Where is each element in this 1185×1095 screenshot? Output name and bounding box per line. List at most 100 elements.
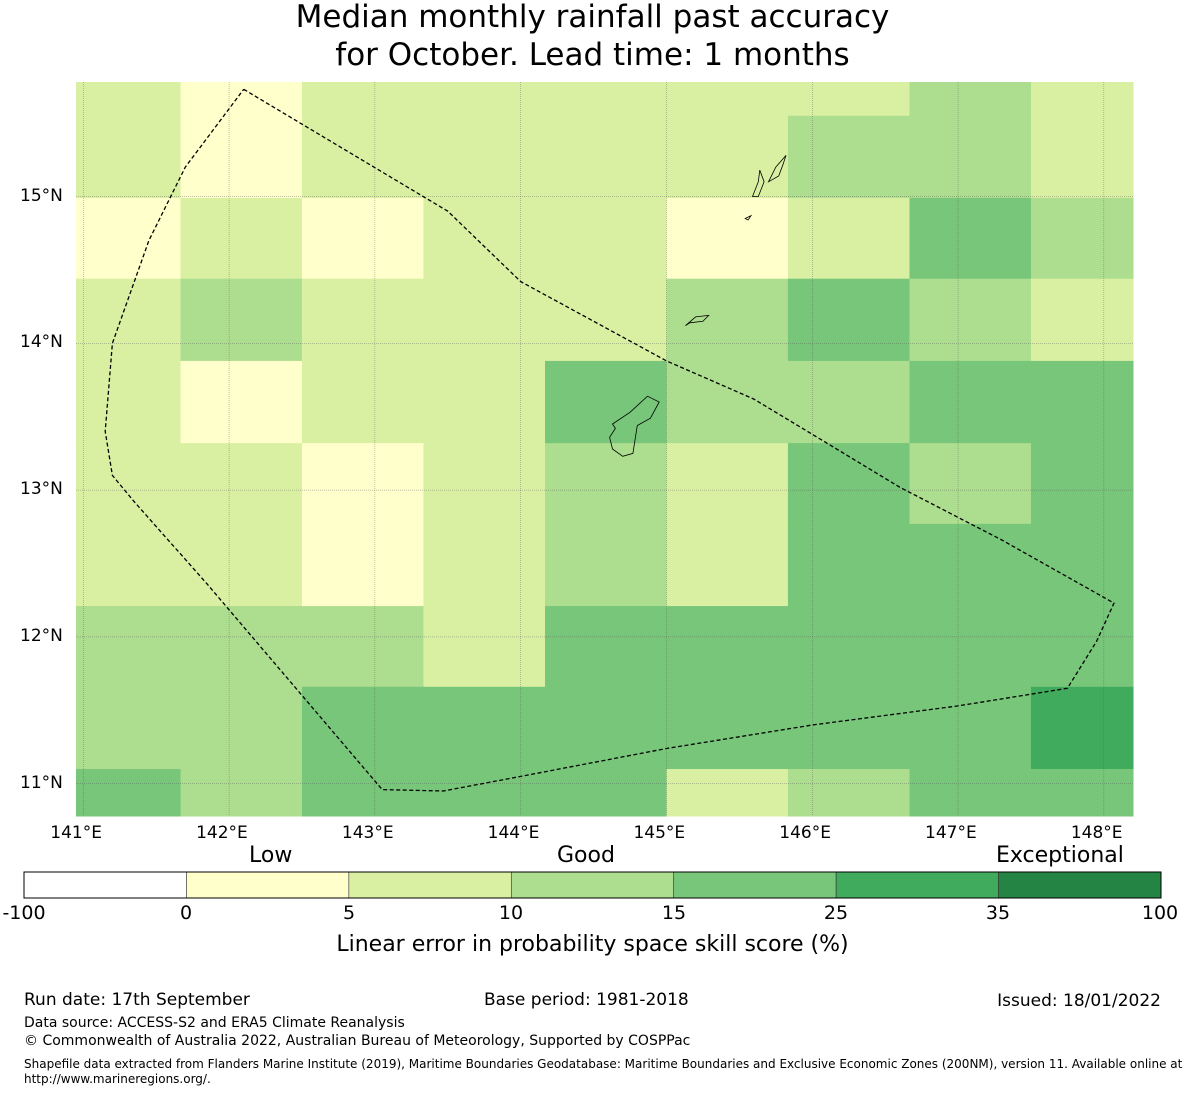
skill-cell [545, 606, 667, 688]
colorbar-tick: 35 [985, 902, 1011, 924]
island-outline [751, 169, 765, 197]
run-date: Run date: 17th September [24, 990, 250, 1010]
y-tick-label: 15°N [20, 185, 63, 206]
y-tick-label: 14°N [20, 332, 63, 353]
copyright: © Commonwealth of Australia 2022, Austra… [24, 1033, 691, 1049]
skill-cell [545, 197, 667, 280]
skill-cell [301, 278, 424, 362]
skill-cell [787, 606, 910, 688]
skill-cell [423, 523, 546, 607]
skill-cell [180, 686, 303, 770]
skill-cell [423, 115, 546, 199]
x-tick-label: 145°E [633, 823, 686, 843]
skill-cell [301, 115, 424, 199]
skill-cell [76, 769, 182, 817]
skill-cell [423, 686, 546, 770]
skill-cell [180, 769, 303, 817]
skill-cell [76, 606, 182, 688]
colorbar-tick: 25 [823, 902, 849, 924]
island-outline [609, 395, 660, 457]
base-period: Base period: 1981-2018 [484, 990, 689, 1010]
colorbar-frame [23, 871, 1162, 899]
skill-cell [787, 197, 910, 280]
skill-cell [180, 82, 303, 117]
skill-cell [787, 278, 910, 362]
skill-cell [180, 197, 303, 280]
skill-cell [301, 197, 424, 280]
y-tick-label: 13°N [20, 479, 63, 500]
skill-cell [666, 278, 789, 362]
skill-cell [666, 769, 789, 817]
colorbar-tick: 5 [342, 902, 356, 924]
eez-boundary [104, 88, 1115, 792]
colorbar-title: Linear error in probability space skill … [336, 932, 849, 957]
skill-cell [423, 197, 546, 280]
skill-cell [1030, 606, 1134, 688]
skill-cell [909, 197, 1032, 280]
skill-cell [909, 606, 1032, 688]
shapefile-credit: Shapefile data extracted from Flanders M… [24, 1057, 1183, 1086]
skill-cell [301, 606, 424, 688]
skill-cell [76, 523, 182, 607]
skill-cell [666, 360, 789, 444]
skill-cell [423, 443, 546, 525]
skill-cell [1030, 769, 1134, 817]
skill-cell [301, 523, 424, 607]
y-tick-label: 12°N [20, 625, 63, 646]
x-tick-label: 144°E [487, 823, 540, 843]
skill-cell [909, 278, 1032, 362]
skill-cell [909, 686, 1032, 770]
coastlines [609, 155, 787, 457]
island-outline [685, 314, 710, 327]
skill-cell [1030, 360, 1134, 444]
colorbar-label-good: Good [557, 843, 615, 868]
island-outline [767, 155, 787, 183]
colorbar-swatch [998, 871, 1162, 899]
skill-cell [76, 360, 182, 444]
x-tick-label: 143°E [341, 823, 394, 843]
skill-cell [787, 443, 910, 525]
colorbar-tick: 100 [1141, 902, 1179, 924]
colorbar-tick: 15 [661, 902, 687, 924]
skill-cell [423, 606, 546, 688]
skill-cell [666, 686, 789, 770]
skill-cell [545, 443, 667, 525]
x-tick-label: 147°E [925, 823, 977, 843]
colorbar-tick: 0 [179, 902, 193, 924]
colorbar-swatch [673, 871, 837, 899]
data-source: Data source: ACCESS-S2 and ERA5 Climate … [24, 1015, 405, 1031]
skill-cell [666, 443, 789, 525]
colorbar-tick: -100 [2, 902, 46, 924]
skill-cell [666, 115, 789, 199]
colorbar-swatch [186, 871, 350, 899]
skill-cell [180, 360, 303, 444]
chart-title-line-1: Median monthly rainfall past accuracy [295, 0, 890, 35]
island-outline [744, 214, 753, 221]
skill-cell [301, 443, 424, 525]
x-tick-label: 142°E [196, 823, 248, 843]
skill-cell [76, 278, 182, 362]
skill-cell [787, 360, 910, 444]
issued-date: Issued: 18/01/2022 [997, 991, 1161, 1011]
skill-cell [1030, 278, 1134, 362]
skill-cell [301, 360, 424, 444]
skill-cell [787, 523, 910, 607]
skill-cell [1030, 523, 1134, 607]
eez-boundary-line [104, 88, 1115, 792]
skill-cell [76, 82, 182, 117]
y-tick-label: 11°N [20, 772, 63, 793]
skill-cell [545, 82, 667, 117]
colorbar-label-low: Low [249, 843, 293, 868]
skill-cell [545, 523, 667, 607]
skill-cell [787, 115, 910, 199]
skill-cell [545, 686, 667, 770]
skill-cell [909, 360, 1032, 444]
skill-cell [545, 360, 667, 444]
skill-cell [787, 82, 910, 117]
skill-cell [909, 82, 1032, 117]
skill-cell [1030, 115, 1134, 199]
skill-cell [423, 82, 546, 117]
skill-cell [423, 360, 546, 444]
skill-cell [787, 769, 910, 817]
